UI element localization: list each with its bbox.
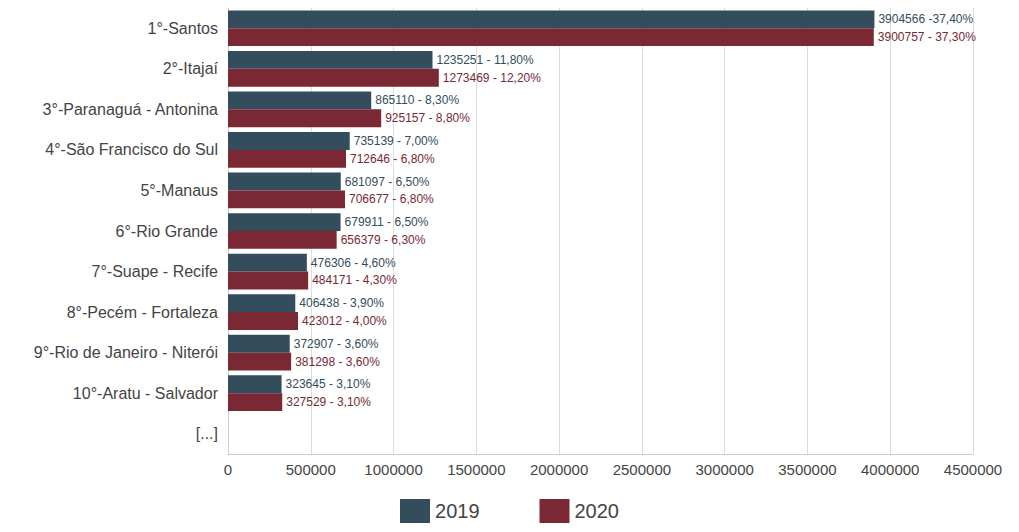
svg-text:1500000: 1500000 [447,461,505,478]
svg-text:476306 - 4,60%: 476306 - 4,60% [311,256,396,270]
svg-text:1273469 - 12,20%: 1273469 - 12,20% [443,71,541,85]
svg-text:3900757 - 37,30%: 3900757 - 37,30% [878,30,976,44]
svg-text:3500000: 3500000 [778,461,836,478]
svg-text:656379 - 6,30%: 656379 - 6,30% [341,233,426,247]
svg-text:9°-Rio de Janeiro - Niterói: 9°-Rio de Janeiro - Niterói [34,344,218,361]
svg-text:327529 - 3,10%: 327529 - 3,10% [286,395,371,409]
svg-text:10°-Aratu - Salvador: 10°-Aratu - Salvador [73,385,219,402]
svg-text:3904566 -37,40%: 3904566 -37,40% [878,12,973,26]
svg-text:2019: 2019 [435,500,480,522]
svg-text:6°-Rio Grande: 6°-Rio Grande [116,223,219,240]
svg-text:3000000: 3000000 [695,461,753,478]
svg-text:865110 - 8,30%: 865110 - 8,30% [375,93,459,107]
svg-text:735139 - 7,00%: 735139 - 7,00% [354,134,439,148]
svg-text:484171 - 4,30%: 484171 - 4,30% [312,273,397,287]
svg-text:0: 0 [224,461,232,478]
svg-text:381298 - 3,60%: 381298 - 3,60% [295,355,380,369]
svg-text:4500000: 4500000 [944,461,1002,478]
svg-text:323645 - 3,10%: 323645 - 3,10% [286,377,371,391]
svg-text:4°-São Francisco do Sul: 4°-São Francisco do Sul [45,141,218,158]
svg-text:[...]: [...] [196,425,218,442]
svg-text:1°-Santos: 1°-Santos [148,20,218,37]
svg-text:2°-Itajaí: 2°-Itajaí [163,60,219,77]
svg-text:5°-Manaus: 5°-Manaus [140,182,218,199]
svg-text:706677 - 6,80%: 706677 - 6,80% [349,192,434,206]
svg-text:712646 - 6,80%: 712646 - 6,80% [350,152,435,166]
svg-text:2000000: 2000000 [530,461,588,478]
svg-text:679911 - 6,50%: 679911 - 6,50% [345,215,429,229]
svg-text:7°-Suape - Recife: 7°-Suape - Recife [92,263,219,280]
svg-text:500000: 500000 [286,461,336,478]
svg-text:4000000: 4000000 [861,461,919,478]
svg-text:406438 - 3,90%: 406438 - 3,90% [299,296,384,310]
svg-text:1235251 - 11,80%: 1235251 - 11,80% [437,53,535,67]
svg-text:2500000: 2500000 [613,461,671,478]
svg-text:372907 - 3,60%: 372907 - 3,60% [294,337,379,351]
svg-text:8°-Pecém - Fortaleza: 8°-Pecém - Fortaleza [67,304,218,321]
svg-text:681097 - 6,50%: 681097 - 6,50% [345,175,430,189]
svg-text:3°-Paranaguá - Antonina: 3°-Paranaguá - Antonina [43,101,219,118]
svg-text:1000000: 1000000 [364,461,422,478]
svg-text:2020: 2020 [575,500,620,522]
svg-text:423012 - 4,00%: 423012 - 4,00% [302,314,387,328]
svg-text:925157 - 8,80%: 925157 - 8,80% [385,111,470,125]
